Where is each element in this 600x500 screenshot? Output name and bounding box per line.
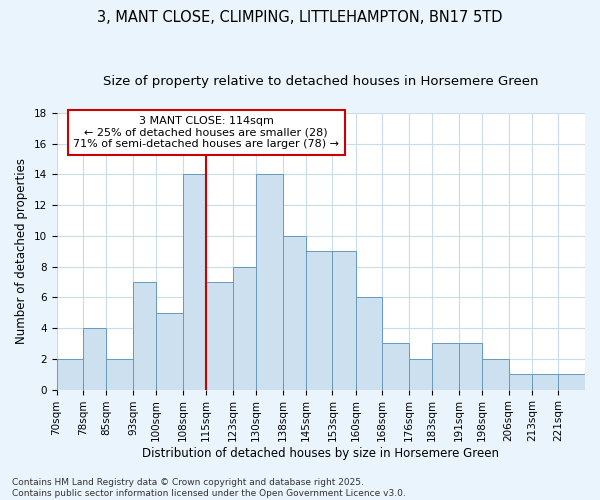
Bar bbox=[83, 328, 106, 390]
Bar bbox=[156, 312, 183, 390]
Bar bbox=[532, 374, 559, 390]
Bar bbox=[382, 344, 409, 390]
Bar bbox=[409, 359, 432, 390]
Bar bbox=[206, 282, 233, 390]
Bar bbox=[482, 359, 509, 390]
Bar bbox=[256, 174, 283, 390]
Bar bbox=[458, 344, 482, 390]
Text: 3 MANT CLOSE: 114sqm
← 25% of detached houses are smaller (28)
71% of semi-detac: 3 MANT CLOSE: 114sqm ← 25% of detached h… bbox=[73, 116, 339, 149]
Text: Contains HM Land Registry data © Crown copyright and database right 2025.
Contai: Contains HM Land Registry data © Crown c… bbox=[12, 478, 406, 498]
Bar bbox=[332, 251, 356, 390]
Bar bbox=[559, 374, 585, 390]
Title: Size of property relative to detached houses in Horsemere Green: Size of property relative to detached ho… bbox=[103, 75, 539, 88]
Bar bbox=[133, 282, 156, 390]
Bar bbox=[233, 266, 256, 390]
Bar bbox=[306, 251, 332, 390]
Bar bbox=[283, 236, 306, 390]
Bar bbox=[356, 298, 382, 390]
Y-axis label: Number of detached properties: Number of detached properties bbox=[15, 158, 28, 344]
Bar bbox=[432, 344, 458, 390]
X-axis label: Distribution of detached houses by size in Horsemere Green: Distribution of detached houses by size … bbox=[142, 447, 499, 460]
Bar bbox=[183, 174, 206, 390]
Text: 3, MANT CLOSE, CLIMPING, LITTLEHAMPTON, BN17 5TD: 3, MANT CLOSE, CLIMPING, LITTLEHAMPTON, … bbox=[97, 10, 503, 25]
Bar bbox=[106, 359, 133, 390]
Bar bbox=[56, 359, 83, 390]
Bar bbox=[509, 374, 532, 390]
